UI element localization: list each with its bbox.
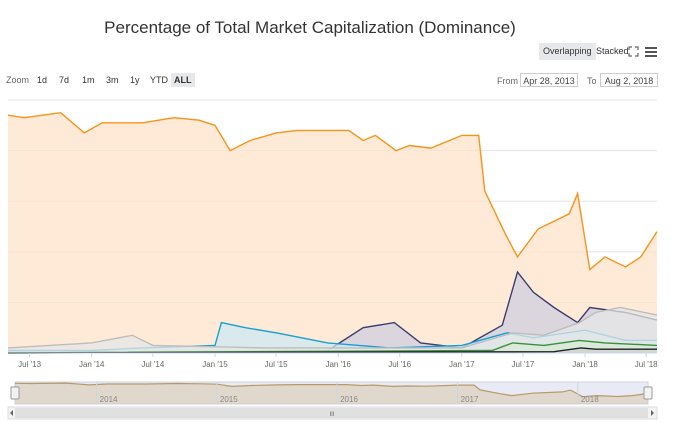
x-tick-label: Jul '17 (512, 360, 535, 369)
zoom-3m-button[interactable]: 3m (106, 75, 119, 85)
scrollbar-thumb[interactable] (15, 408, 648, 418)
navigator-year-label: 2014 (100, 395, 118, 404)
zoom-1d-button[interactable]: 1d (37, 75, 48, 85)
zoom-7d-button[interactable]: 7d (59, 75, 70, 85)
x-tick-label: Jul '15 (265, 360, 288, 369)
series-0-area (8, 112, 657, 353)
navigator-year-label: 2016 (340, 395, 358, 404)
series-1-area (8, 272, 657, 353)
series-3-area (8, 307, 657, 353)
to-date-input[interactable]: Aug 2, 2018 (600, 73, 658, 87)
stacked-button[interactable]: Stacked (596, 46, 629, 56)
zoom-1m-button[interactable]: 1m (82, 75, 95, 85)
x-tick-label: Jul '14 (141, 360, 164, 369)
from-label: From (497, 76, 518, 86)
navigator-year-label: 2015 (220, 395, 238, 404)
series-5-line (7, 347, 657, 354)
zoom-1y-button[interactable]: 1y (130, 75, 140, 85)
x-tick-label: Jan '14 (79, 360, 105, 369)
chart-title: Percentage of Total Market Capitalizatio… (104, 18, 516, 37)
navigator-left-handle[interactable] (10, 386, 20, 400)
zoom-label: Zoom (6, 75, 30, 85)
series-3-line (7, 306, 658, 349)
navigator-year-label: 2018 (581, 395, 599, 404)
zoom-all-button[interactable]: ALL (171, 73, 195, 87)
scroll-left-arrow-icon[interactable] (10, 410, 13, 416)
x-tick-label: Jan '16 (325, 360, 351, 369)
expand-icon[interactable] (628, 46, 639, 57)
to-label: To (587, 76, 597, 86)
scroll-right-arrow-icon[interactable] (651, 410, 654, 416)
navigator-line (14, 382, 649, 398)
navigator-year-label: 2017 (461, 395, 479, 404)
navigator-area (15, 383, 648, 404)
from-date-input[interactable]: Apr 28, 2013 (520, 73, 578, 87)
series-4-line (7, 339, 658, 354)
x-tick-label: Jan '17 (449, 360, 475, 369)
x-tick-label: Jan '18 (572, 360, 598, 369)
x-tick-label: Jul '18 (635, 360, 658, 369)
scrollbar-grip: III (329, 412, 334, 418)
series-5-area (8, 347, 657, 353)
navigator-right-handle[interactable] (643, 386, 653, 400)
series-0-line (7, 111, 658, 271)
hamburger-menu-icon[interactable] (645, 46, 657, 57)
x-tick-label: Jul '13 (18, 360, 41, 369)
x-tick-label: Jan '15 (202, 360, 228, 369)
zoom-ytd-button[interactable]: YTD (150, 75, 168, 85)
x-tick-label: Jul '16 (388, 360, 411, 369)
series-1-line (7, 270, 658, 354)
overlapping-button[interactable]: Overlapping (539, 43, 596, 60)
